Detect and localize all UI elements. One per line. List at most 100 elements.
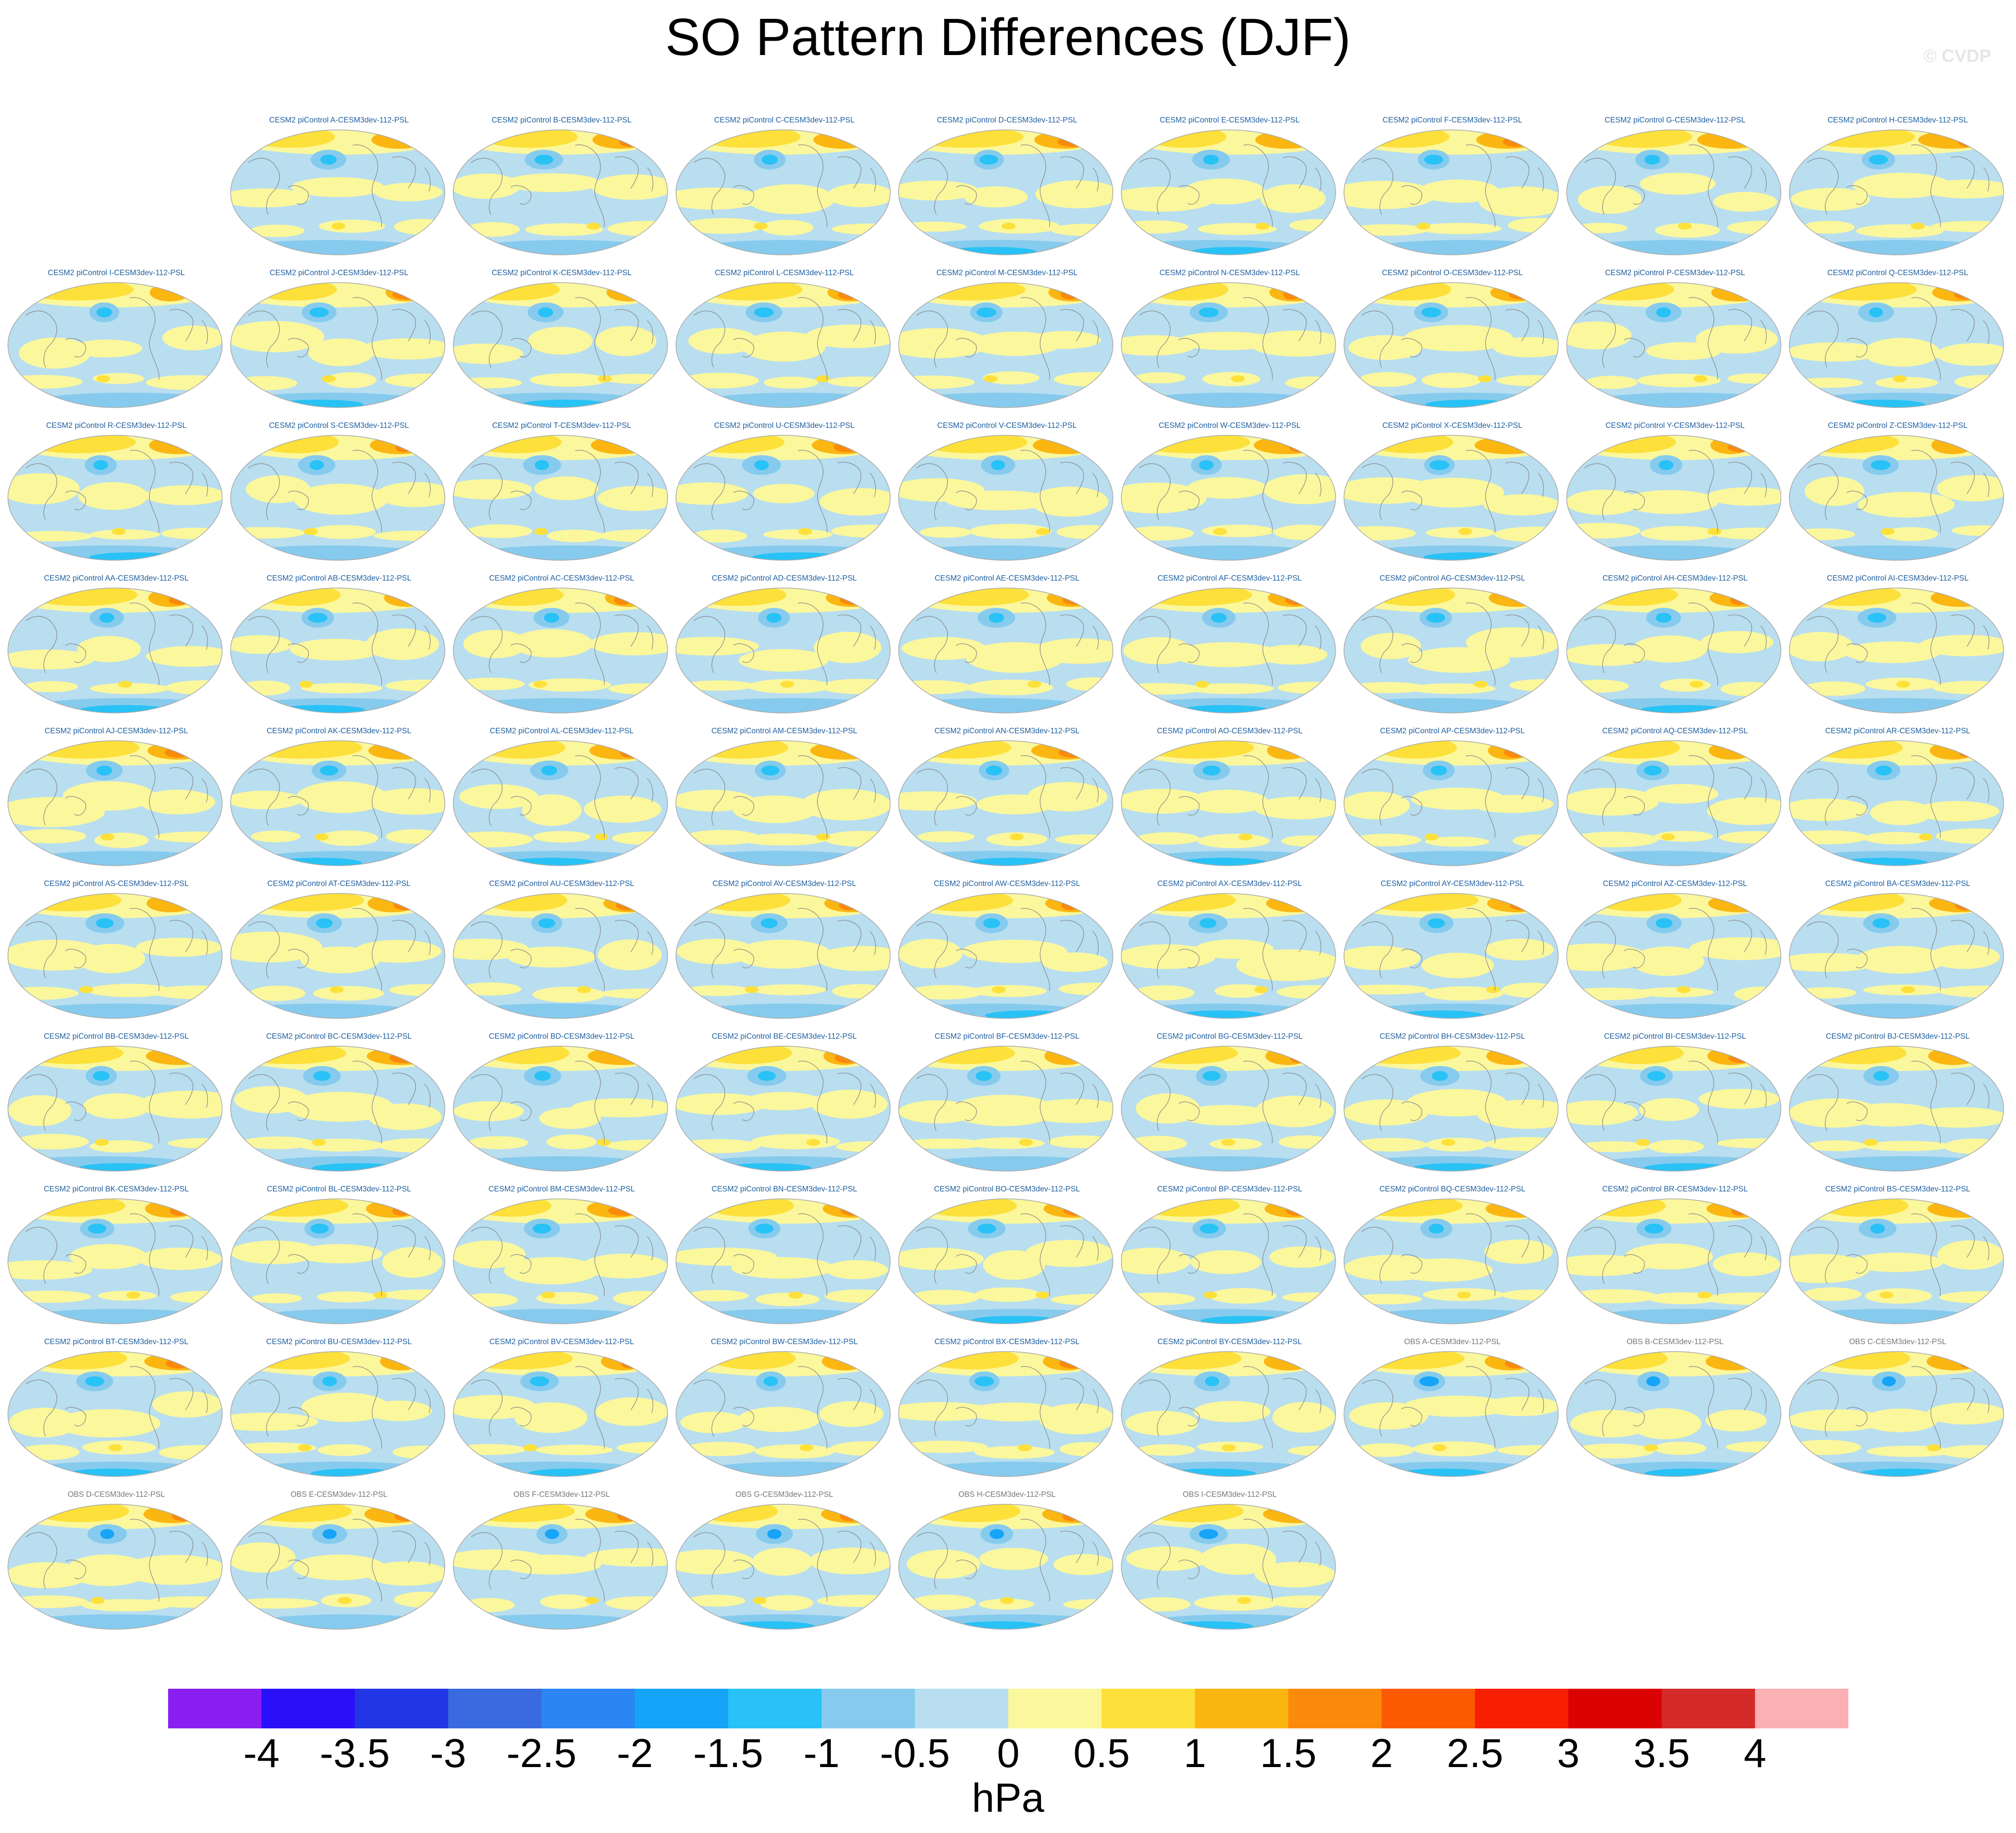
coastline [1807, 755, 1990, 838]
coastline [693, 908, 876, 991]
positive-anomaly [1025, 1240, 1113, 1267]
positive-anomaly [811, 1089, 888, 1119]
panel-title: CESM2 piControl BF-CESM3dev-112-PSL [934, 1032, 1080, 1041]
map-panel: CESM2 piControl BU-CESM3dev-112-PSL [229, 1338, 449, 1480]
chart-title: SO Pattern Differences (DJF) [665, 8, 1351, 66]
map-border [1789, 435, 2004, 561]
colorbar-swatch [261, 1689, 355, 1728]
map-panel: CESM2 piControl AS-CESM3dev-112-PSL [6, 880, 227, 1022]
map-plot [7, 435, 223, 561]
positive-anomaly [613, 1291, 668, 1306]
negative-anomaly [979, 155, 998, 165]
positive-anomaly [507, 946, 596, 968]
positive-anomaly [77, 944, 145, 974]
positive-anomaly [1044, 1047, 1088, 1065]
negative-anomaly [1200, 1224, 1219, 1234]
panel-title: CESM2 piControl AR-CESM3dev-112-PSL [1825, 727, 1970, 735]
positive-anomaly [301, 683, 383, 694]
map-plot [230, 893, 445, 1019]
positive-anomaly [681, 372, 759, 389]
colorbar-swatch [448, 1689, 542, 1728]
panel-title: OBS C-CESM3dev-112-PSL [1849, 1338, 1947, 1346]
positive-anomaly [1285, 376, 1336, 390]
positive-anomaly [468, 1136, 529, 1149]
coastline [916, 450, 1099, 533]
negative-anomaly [538, 918, 555, 928]
positive-anomaly [1121, 1247, 1191, 1275]
positive-anomaly [751, 1134, 840, 1149]
map-field [8, 588, 222, 713]
positive-anomaly [453, 479, 532, 500]
colorbar-tick-label: -2 [616, 1731, 653, 1776]
colorbar-tick-label: 3.5 [1633, 1731, 1690, 1776]
positive-anomaly [1138, 1444, 1196, 1456]
map-field [453, 741, 668, 866]
positive-anomaly [313, 986, 384, 1001]
panel-title: CESM2 piControl V-CESM3dev-112-PSL [937, 421, 1077, 430]
positive-anomaly [467, 524, 533, 538]
positive-anomaly [1279, 1135, 1331, 1149]
positive-anomaly [983, 375, 998, 382]
colorbar-tick-label: 1.5 [1260, 1731, 1317, 1776]
coastline [471, 908, 654, 991]
positive-anomaly [240, 680, 291, 696]
positive-anomaly [1039, 1403, 1113, 1435]
positive-anomaly [616, 900, 640, 910]
positive-anomaly [1255, 1095, 1334, 1127]
negative-anomaly [726, 1621, 815, 1629]
negative-anomaly [308, 613, 328, 623]
positive-anomaly [899, 1402, 995, 1421]
map-field [1344, 283, 1558, 408]
positive-anomaly [733, 795, 818, 824]
positive-anomaly [619, 137, 641, 147]
negative-anomaly [685, 1309, 884, 1324]
map-plot [230, 1504, 445, 1630]
positive-anomaly [687, 1595, 745, 1607]
map-plot [1566, 129, 1781, 255]
coastline [916, 144, 1099, 228]
positive-anomaly [136, 938, 222, 957]
positive-anomaly [72, 339, 142, 357]
positive-anomaly [1567, 943, 1649, 971]
positive-anomaly [1661, 833, 1675, 840]
coastline [248, 144, 431, 228]
positive-anomaly [533, 681, 548, 688]
positive-anomaly [1567, 1100, 1638, 1125]
positive-anomaly [369, 436, 429, 454]
negative-anomaly [766, 613, 782, 623]
negative-anomaly [309, 460, 324, 470]
positive-anomaly [1918, 131, 1986, 149]
map-border [1566, 435, 1781, 561]
positive-anomaly [1062, 595, 1088, 605]
positive-anomaly [603, 373, 668, 384]
negative-anomaly [1426, 613, 1446, 623]
positive-anomaly [65, 1554, 150, 1586]
negative-anomaly [968, 858, 1057, 866]
map-field [676, 588, 890, 713]
panel-title: CESM2 piControl BB-CESM3dev-112-PSL [44, 1032, 189, 1041]
map-field [1121, 893, 1336, 1018]
positive-anomaly [822, 1353, 867, 1370]
positive-anomaly [832, 984, 888, 999]
positive-anomaly [122, 1555, 222, 1585]
positive-anomaly [1960, 1359, 1977, 1368]
map-field [1567, 283, 1781, 408]
positive-anomaly [919, 527, 972, 538]
coastline [1584, 755, 1767, 838]
positive-anomaly [1478, 186, 1558, 217]
panel-title: CESM2 piControl AG-CESM3dev-112-PSL [1379, 574, 1526, 583]
map-field [1789, 1199, 2004, 1324]
positive-anomaly [1791, 528, 1855, 540]
positive-anomaly [1125, 1411, 1198, 1435]
positive-anomaly [331, 223, 346, 230]
negative-anomaly [983, 918, 1000, 928]
coastline [916, 1061, 1099, 1144]
map-field [8, 1199, 222, 1324]
map-plot [898, 1351, 1113, 1477]
map-field [8, 1046, 222, 1171]
map-plot [898, 893, 1113, 1019]
map-border [230, 1198, 445, 1324]
map-border [675, 1046, 891, 1172]
positive-anomaly [1180, 1105, 1273, 1126]
coastline [1584, 297, 1767, 380]
